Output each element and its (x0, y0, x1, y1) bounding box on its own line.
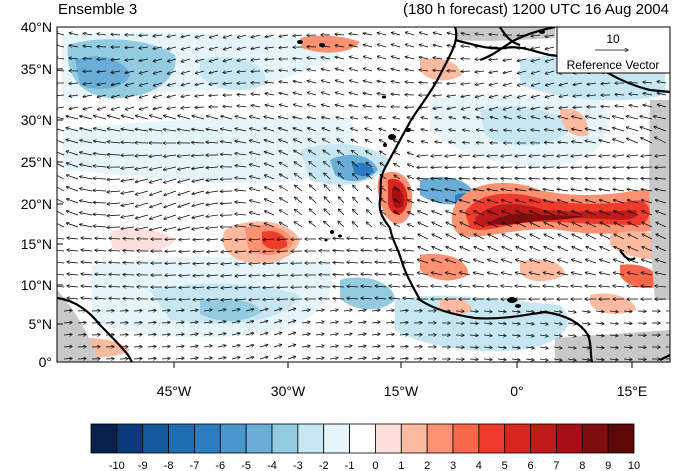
colorbar-label: -2 (319, 460, 329, 471)
lon-tick-label: 15°E (617, 383, 648, 399)
lat-tick-label: 20°N (21, 196, 52, 212)
lat-tick-label: 40°N (21, 19, 52, 35)
colorbar-label: 10 (628, 460, 640, 471)
lat-tick-label: 30°N (21, 112, 52, 128)
colorbar-swatch (194, 423, 221, 454)
lon-tick-label: 30°W (271, 383, 306, 399)
colorbar-label: 9 (605, 460, 611, 471)
colorbar-swatch (271, 423, 299, 454)
colorbar-label: -3 (293, 460, 303, 471)
colorbar-swatch (219, 423, 247, 454)
colorbar-swatch (116, 423, 144, 454)
colorbar-swatch (142, 423, 169, 454)
colorbar-swatch (607, 423, 635, 454)
lat-tick-label: 5°N (29, 316, 53, 332)
colorbar-swatch (452, 423, 480, 454)
lon-tick-label: 0° (510, 383, 523, 399)
lat-tick-label: 0° (39, 354, 52, 370)
colorbar-label: -10 (109, 460, 125, 471)
lat-tick-label: 10°N (21, 277, 52, 293)
colorbar-swatch (581, 423, 609, 454)
colorbar-swatch (426, 423, 454, 454)
colorbar-swatch (168, 423, 195, 454)
colorbar-swatch (478, 423, 506, 454)
colorbar-swatch (297, 423, 325, 454)
map-area (57, 27, 670, 362)
panel-title: Ensemble 3 (58, 1, 138, 18)
colorbar-label: 1 (398, 460, 404, 471)
reference-vector-magnitude: 10 (606, 32, 620, 46)
colorbar-swatch (504, 423, 531, 454)
colorbar-swatch (556, 423, 583, 454)
colorbar-label: 7 (553, 460, 559, 471)
colorbar-label: 4 (476, 460, 482, 471)
reference-vector-legend: 10 Reference Vector (556, 26, 671, 74)
colorbar-swatch (375, 423, 402, 454)
lat-tick-label: 35°N (21, 61, 52, 77)
colorbar-label: 8 (579, 460, 585, 471)
lat-tick-label: 25°N (21, 154, 52, 170)
colorbar-swatch (323, 423, 350, 454)
colorbar: -10 -9 -8 -7 -6 -5 -4 -3 -2 -1 0 1 2 3 4 5 6 7 8 9 10 (90, 423, 640, 471)
lon-tick-label: 45°W (157, 383, 192, 399)
colorbar-label: -6 (215, 460, 225, 471)
map-frame (56, 26, 671, 363)
colorbar-swatch (400, 423, 428, 454)
colorbar-label: 6 (528, 460, 534, 471)
colorbar-label: -7 (190, 460, 200, 471)
forecast-time-title: (180 h forecast) 1200 UTC 16 Aug 2004 (402, 1, 669, 18)
lon-tick-label: 15°W (384, 383, 419, 399)
reference-vector-label: Reference Vector (567, 58, 660, 72)
colorbar-swatch (349, 423, 376, 454)
latitude-axis: 40°N 35°N 30°N 25°N 20°N 15°N 10°N 5°N 0° (21, 19, 63, 370)
colorbar-label: -1 (345, 460, 355, 471)
colorbar-label: 3 (450, 460, 456, 471)
colorbar-label: 2 (424, 460, 430, 471)
colorbar-label: -9 (138, 460, 148, 471)
colorbar-label: 5 (502, 460, 508, 471)
colorbar-label: -5 (241, 460, 251, 471)
anomaly-shading (62, 32, 668, 357)
colorbar-label: -8 (164, 460, 174, 471)
lat-tick-label: 15°N (21, 236, 52, 252)
colorbar-swatch (90, 423, 118, 454)
colorbar-swatch (530, 423, 557, 454)
longitude-axis: 45°W 30°W 15°W 0° 15°E (157, 362, 647, 399)
colorbar-swatch (245, 423, 273, 454)
colorbar-label: -4 (267, 460, 277, 471)
colorbar-label: 0 (372, 460, 378, 471)
